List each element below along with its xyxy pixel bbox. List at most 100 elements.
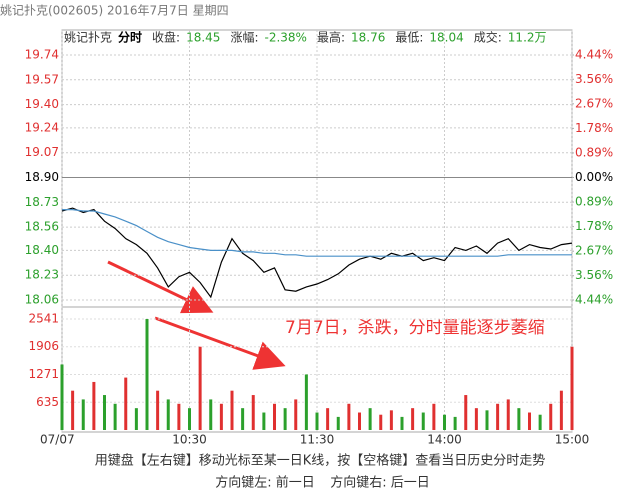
volume-tick-label: 1271 [28,367,59,381]
volume-bar [358,412,361,430]
volume-bar [124,377,128,430]
info-text: 成交: [474,30,502,45]
info-text: 最高: [317,30,345,45]
y2-tick-label: 1.78% [575,121,613,135]
volume-bar [400,416,404,430]
y-tick-label: 19.40 [25,97,59,111]
volume-bar [326,408,330,430]
volume-bar [347,403,351,430]
volume-bar [134,408,138,430]
info-text: -2.38% [264,31,306,45]
y2-tick-label: 0.00% [575,170,613,184]
y-tick-label: 18.23 [25,268,59,282]
volume-bar [464,395,468,430]
volume-bar [166,399,170,430]
volume-bar [559,390,563,430]
volume-bar [177,403,181,430]
info-text: 分时 [118,30,142,45]
volume-bar [113,403,117,430]
volume-bar [262,412,266,430]
info-text: 收盘: [152,30,180,45]
volume-bar [474,408,478,430]
volume-bar [219,403,223,430]
volume-bar [145,319,149,430]
info-bar: 姚记扑克 分时 收盘: 18.45 涨幅: -2.38% 最高: 18.76 最低: 18.04 成… [64,30,547,45]
volume-bar [209,399,213,430]
volume-bar [506,399,510,430]
volume-tick-label: 635 [36,395,59,409]
x-tick-label: 15:00 [555,433,590,447]
y2-tick-label: 0.89% [575,145,613,159]
footer-text: 用键盘【左右键】移动光标至某一日K线，按【空格键】查看当日历史分时走势 [95,453,546,469]
volume-bar [294,399,298,430]
volume-bar [273,403,276,430]
y-tick-label: 18.40 [25,243,59,257]
volume-bar [71,390,75,430]
volume-bar [198,346,202,430]
y2-tick-label: 3.56% [575,72,613,86]
volume-bar [241,408,245,430]
volume-bar [304,374,308,430]
volume-bar [103,395,106,430]
volume-bar [368,408,372,430]
volume-bar [379,414,383,430]
y-tick-label: 19.74 [25,48,59,62]
volume-bar [443,414,446,430]
volume-bar [230,390,234,430]
y-tick-label: 18.06 [25,293,59,307]
footer-text: 方向键右: 后一日 [330,475,430,491]
price-line [62,209,572,257]
y2-tick-label: 1.78% [575,219,613,233]
arrow [107,260,214,314]
volume-bar [283,408,287,430]
volume-bar [485,410,489,430]
volume-bar [528,412,531,430]
y-tick-label: 18.56 [25,220,59,234]
volume-bar [156,390,160,430]
y2-tick-label: 4.44% [575,293,613,307]
y-tick-label: 19.24 [25,120,59,134]
volume-tick-label: 1906 [28,339,59,353]
volume-bar [389,410,393,430]
info-text: 18.45 [186,31,220,45]
annotation: 7月7日，杀跌，分时量能逐步萎缩 [285,318,545,338]
y2-tick-label: 3.56% [575,268,613,282]
y-tick-label: 19.57 [25,72,59,86]
volume-bar [453,416,457,430]
y-tick-label: 18.90 [25,170,59,184]
y2-tick-label: 2.67% [575,96,613,110]
volume-bar [315,412,319,430]
volume-bar [81,399,85,430]
info-text: 11.2万 [508,31,547,45]
y-tick-label: 19.07 [25,145,59,159]
info-text: 18.04 [429,31,463,45]
arrow [154,316,286,370]
x-tick-label: 11:30 [300,433,335,447]
y2-tick-label: 4.44% [575,48,613,62]
volume-bar [336,416,340,430]
volume-bar [517,408,521,430]
volume-bar [496,403,500,430]
info-text: 姚记扑克 [64,31,112,45]
y2-tick-label: 0.89% [575,195,613,209]
volume-bar [538,414,542,430]
volume-bar [251,395,255,430]
volume-bar [421,412,425,430]
volume-tick-label: 2541 [28,312,59,326]
volume-bar [570,346,574,430]
volume-bar [60,364,64,430]
x-tick-label: 07/07 [40,433,75,447]
info-text: 18.76 [351,31,385,45]
y-tick-label: 18.73 [25,195,59,209]
info-text: 涨幅: [230,30,258,45]
volume-bar [411,408,415,430]
y2-tick-label: 2.67% [575,244,613,258]
info-text: 最低: [395,31,423,45]
x-tick-label: 14:00 [427,433,462,447]
price-line [61,207,573,299]
footer-text: 方向键左: 前一日 [215,475,315,491]
volume-bar [432,403,436,430]
volume-bar [92,381,96,430]
x-tick-label: 10:30 [172,433,207,447]
